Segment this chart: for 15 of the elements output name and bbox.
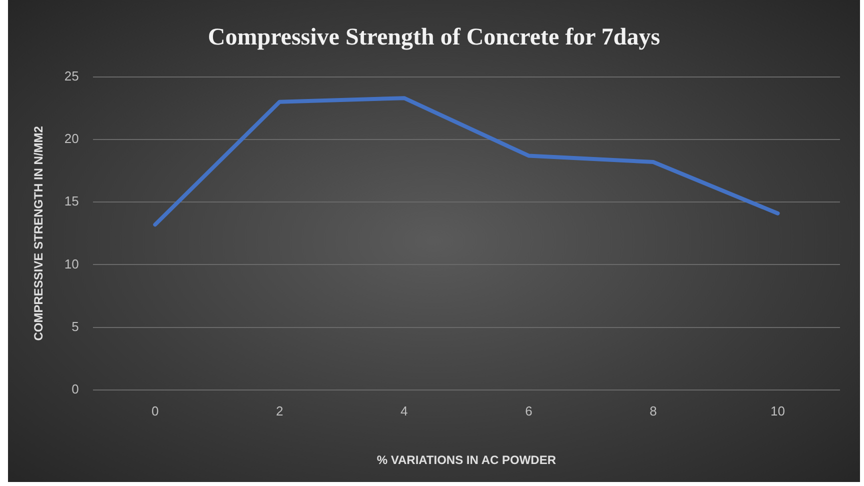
y-axis-title: COMPRESSIVE STRENGTH IN N/MM2	[32, 126, 46, 341]
x-tick-label: 10	[770, 403, 785, 418]
x-tick-label: 2	[276, 403, 284, 418]
x-axis-title: % VARIATIONS IN AC POWDER	[376, 453, 556, 468]
x-tick-label: 4	[400, 403, 408, 418]
y-tick-label: 5	[72, 318, 79, 334]
y-tick-label: 10	[64, 256, 79, 272]
y-tick-label: 0	[72, 382, 79, 397]
y-tick-label: 25	[64, 68, 79, 84]
x-tick-label: 8	[650, 403, 657, 418]
x-tick-label: 0	[152, 403, 159, 418]
y-tick-label: 20	[64, 131, 79, 146]
y-tick-label: 15	[64, 194, 79, 209]
x-tick-label: 6	[525, 403, 532, 418]
chart-title: Compressive Strength of Concrete for 7days	[208, 24, 660, 51]
